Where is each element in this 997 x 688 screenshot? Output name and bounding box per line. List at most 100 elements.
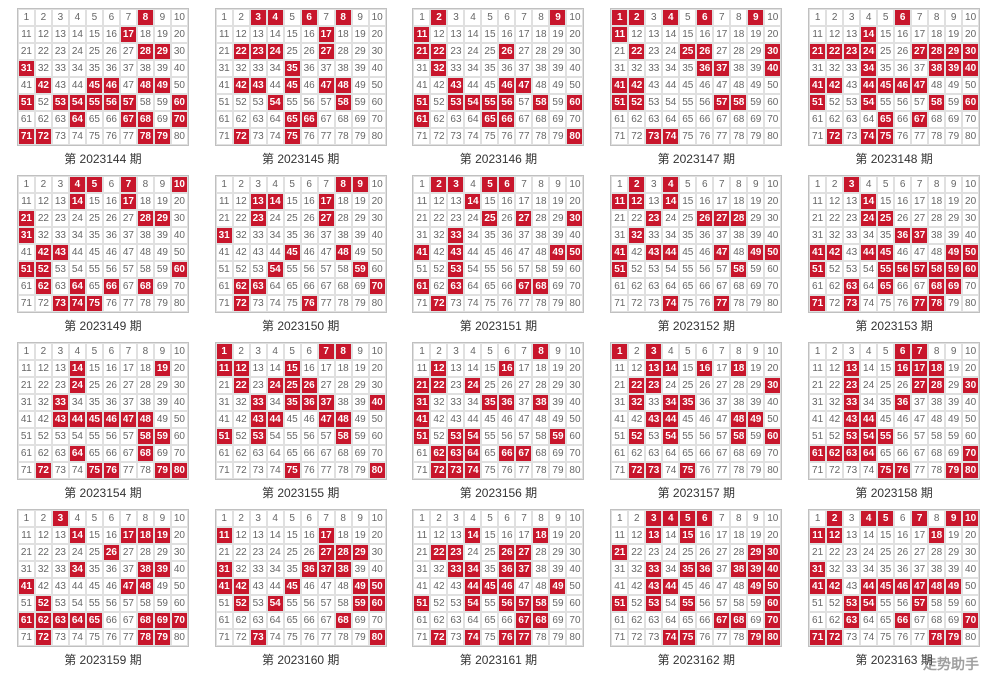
number-cell: 35	[877, 227, 894, 244]
number-cell: 69	[747, 445, 764, 462]
number-cell: 53	[645, 94, 662, 111]
number-cell: 26	[498, 210, 515, 227]
number-cell: 48	[137, 244, 154, 261]
number-cell: 48	[137, 411, 154, 428]
number-cell: 8	[137, 9, 154, 26]
number-cell: 78	[928, 128, 945, 145]
number-cell: 1	[413, 510, 430, 527]
number-cell: 16	[498, 193, 515, 210]
number-cell: 9	[154, 176, 171, 193]
number-cell: 14	[69, 360, 86, 377]
number-cell: 41	[18, 77, 35, 94]
number-cell: 67	[318, 111, 335, 128]
number-cell: 64	[69, 612, 86, 629]
number-cell: 71	[413, 128, 430, 145]
number-cell: 1	[216, 510, 233, 527]
number-cell: 23	[250, 43, 267, 60]
lottery-panel: 1234567891011121314151617181920212223242…	[206, 8, 396, 167]
number-cell: 62	[430, 612, 447, 629]
number-cell: 28	[730, 43, 747, 60]
number-cell: 55	[86, 261, 103, 278]
number-cell: 76	[894, 295, 911, 312]
number-cell: 53	[250, 94, 267, 111]
number-cell: 32	[430, 227, 447, 244]
number-cell: 10	[962, 510, 979, 527]
number-cell: 14	[662, 193, 679, 210]
number-cell: 3	[447, 9, 464, 26]
number-cell: 80	[171, 629, 188, 646]
number-cell: 66	[103, 278, 120, 295]
number-cell: 22	[628, 210, 645, 227]
number-cell: 17	[120, 193, 137, 210]
number-cell: 56	[696, 94, 713, 111]
number-cell: 59	[549, 261, 566, 278]
number-cell: 52	[628, 261, 645, 278]
number-cell: 55	[481, 261, 498, 278]
number-cell: 35	[679, 561, 696, 578]
number-cell: 56	[103, 595, 120, 612]
number-cell: 37	[713, 227, 730, 244]
number-cell: 21	[18, 377, 35, 394]
number-cell: 22	[430, 43, 447, 60]
number-cell: 78	[335, 629, 352, 646]
number-cell: 48	[532, 77, 549, 94]
number-grid: 1234567891011121314151617181920212223242…	[412, 342, 584, 480]
number-cell: 49	[549, 411, 566, 428]
number-cell: 38	[137, 60, 154, 77]
number-cell: 49	[352, 578, 369, 595]
number-cell: 24	[69, 210, 86, 227]
number-cell: 72	[35, 295, 52, 312]
number-cell: 31	[413, 561, 430, 578]
number-cell: 66	[301, 612, 318, 629]
number-cell: 64	[267, 278, 284, 295]
number-grid: 1234567891011121314151617181920212223242…	[610, 175, 782, 313]
number-cell: 67	[713, 612, 730, 629]
number-cell: 14	[662, 527, 679, 544]
number-cell: 49	[747, 244, 764, 261]
number-cell: 3	[447, 510, 464, 527]
number-cell: 5	[679, 343, 696, 360]
number-cell: 74	[860, 295, 877, 312]
number-cell: 35	[284, 394, 301, 411]
number-cell: 55	[284, 428, 301, 445]
number-cell: 25	[679, 544, 696, 561]
number-cell: 1	[611, 510, 628, 527]
number-cell: 13	[843, 193, 860, 210]
number-cell: 4	[267, 510, 284, 527]
number-cell: 55	[284, 94, 301, 111]
number-cell: 13	[52, 26, 69, 43]
number-cell: 5	[284, 343, 301, 360]
number-cell: 71	[216, 462, 233, 479]
number-cell: 38	[532, 60, 549, 77]
number-cell: 22	[826, 210, 843, 227]
number-cell: 62	[35, 111, 52, 128]
number-cell: 67	[515, 445, 532, 462]
number-cell: 9	[352, 9, 369, 26]
number-cell: 20	[171, 360, 188, 377]
number-cell: 34	[662, 60, 679, 77]
number-cell: 13	[447, 527, 464, 544]
number-cell: 60	[962, 261, 979, 278]
number-cell: 55	[877, 94, 894, 111]
number-cell: 18	[532, 193, 549, 210]
number-cell: 49	[549, 77, 566, 94]
number-cell: 78	[730, 295, 747, 312]
number-cell: 32	[430, 561, 447, 578]
number-cell: 25	[679, 43, 696, 60]
number-cell: 57	[318, 428, 335, 445]
number-cell: 69	[945, 111, 962, 128]
number-cell: 72	[233, 128, 250, 145]
number-cell: 13	[52, 527, 69, 544]
number-cell: 7	[911, 9, 928, 26]
number-cell: 4	[267, 343, 284, 360]
number-cell: 35	[481, 561, 498, 578]
number-cell: 24	[860, 377, 877, 394]
number-cell: 27	[120, 43, 137, 60]
panel-title: 第 2023157 期	[658, 484, 735, 501]
number-cell: 60	[962, 94, 979, 111]
number-cell: 47	[911, 77, 928, 94]
number-cell: 16	[103, 360, 120, 377]
number-cell: 28	[928, 377, 945, 394]
number-cell: 50	[962, 578, 979, 595]
number-cell: 4	[662, 9, 679, 26]
